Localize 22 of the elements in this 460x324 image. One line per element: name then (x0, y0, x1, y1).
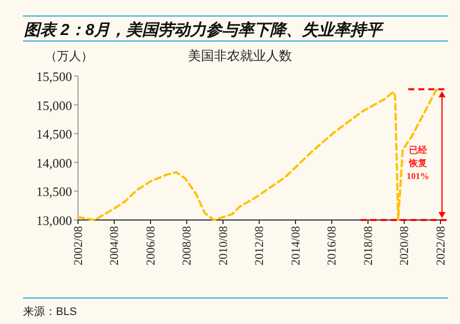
x-tick-label: 2022/08 (433, 226, 448, 266)
x-tick-label: 2020/08 (397, 226, 412, 266)
annotation: 已经恢复101% (406, 145, 430, 181)
x-tick-label: 2006/08 (143, 226, 158, 266)
x-tick-label: 2002/08 (71, 226, 85, 266)
chart-title: 图表 2：8月，美国劳动力参与率下降、失业率持平 (24, 20, 384, 39)
x-tick-label: 2010/08 (216, 226, 230, 266)
x-tick-label: 2012/08 (252, 226, 266, 266)
y-tick-label: 14,000 (36, 155, 72, 170)
chart-subtitle: 美国非农就业人数 (188, 48, 292, 63)
x-tick-label: 2004/08 (107, 226, 122, 266)
x-tick-label: 2014/08 (288, 226, 302, 266)
y-axis-title: （万人） (45, 49, 93, 63)
x-tick-label: 2018/08 (360, 226, 375, 266)
source-note: 来源：BLS (23, 305, 77, 318)
y-tick-label: 13,000 (36, 213, 72, 228)
y-tick-label: 13,500 (36, 184, 72, 200)
y-tick-label: 15,500 (36, 69, 72, 84)
y-tick-label: 15,000 (36, 98, 72, 113)
x-tick-label: 2016/08 (324, 226, 339, 266)
x-tick-label: 2008/08 (180, 226, 194, 266)
y-tick-label: 14,500 (36, 126, 72, 142)
